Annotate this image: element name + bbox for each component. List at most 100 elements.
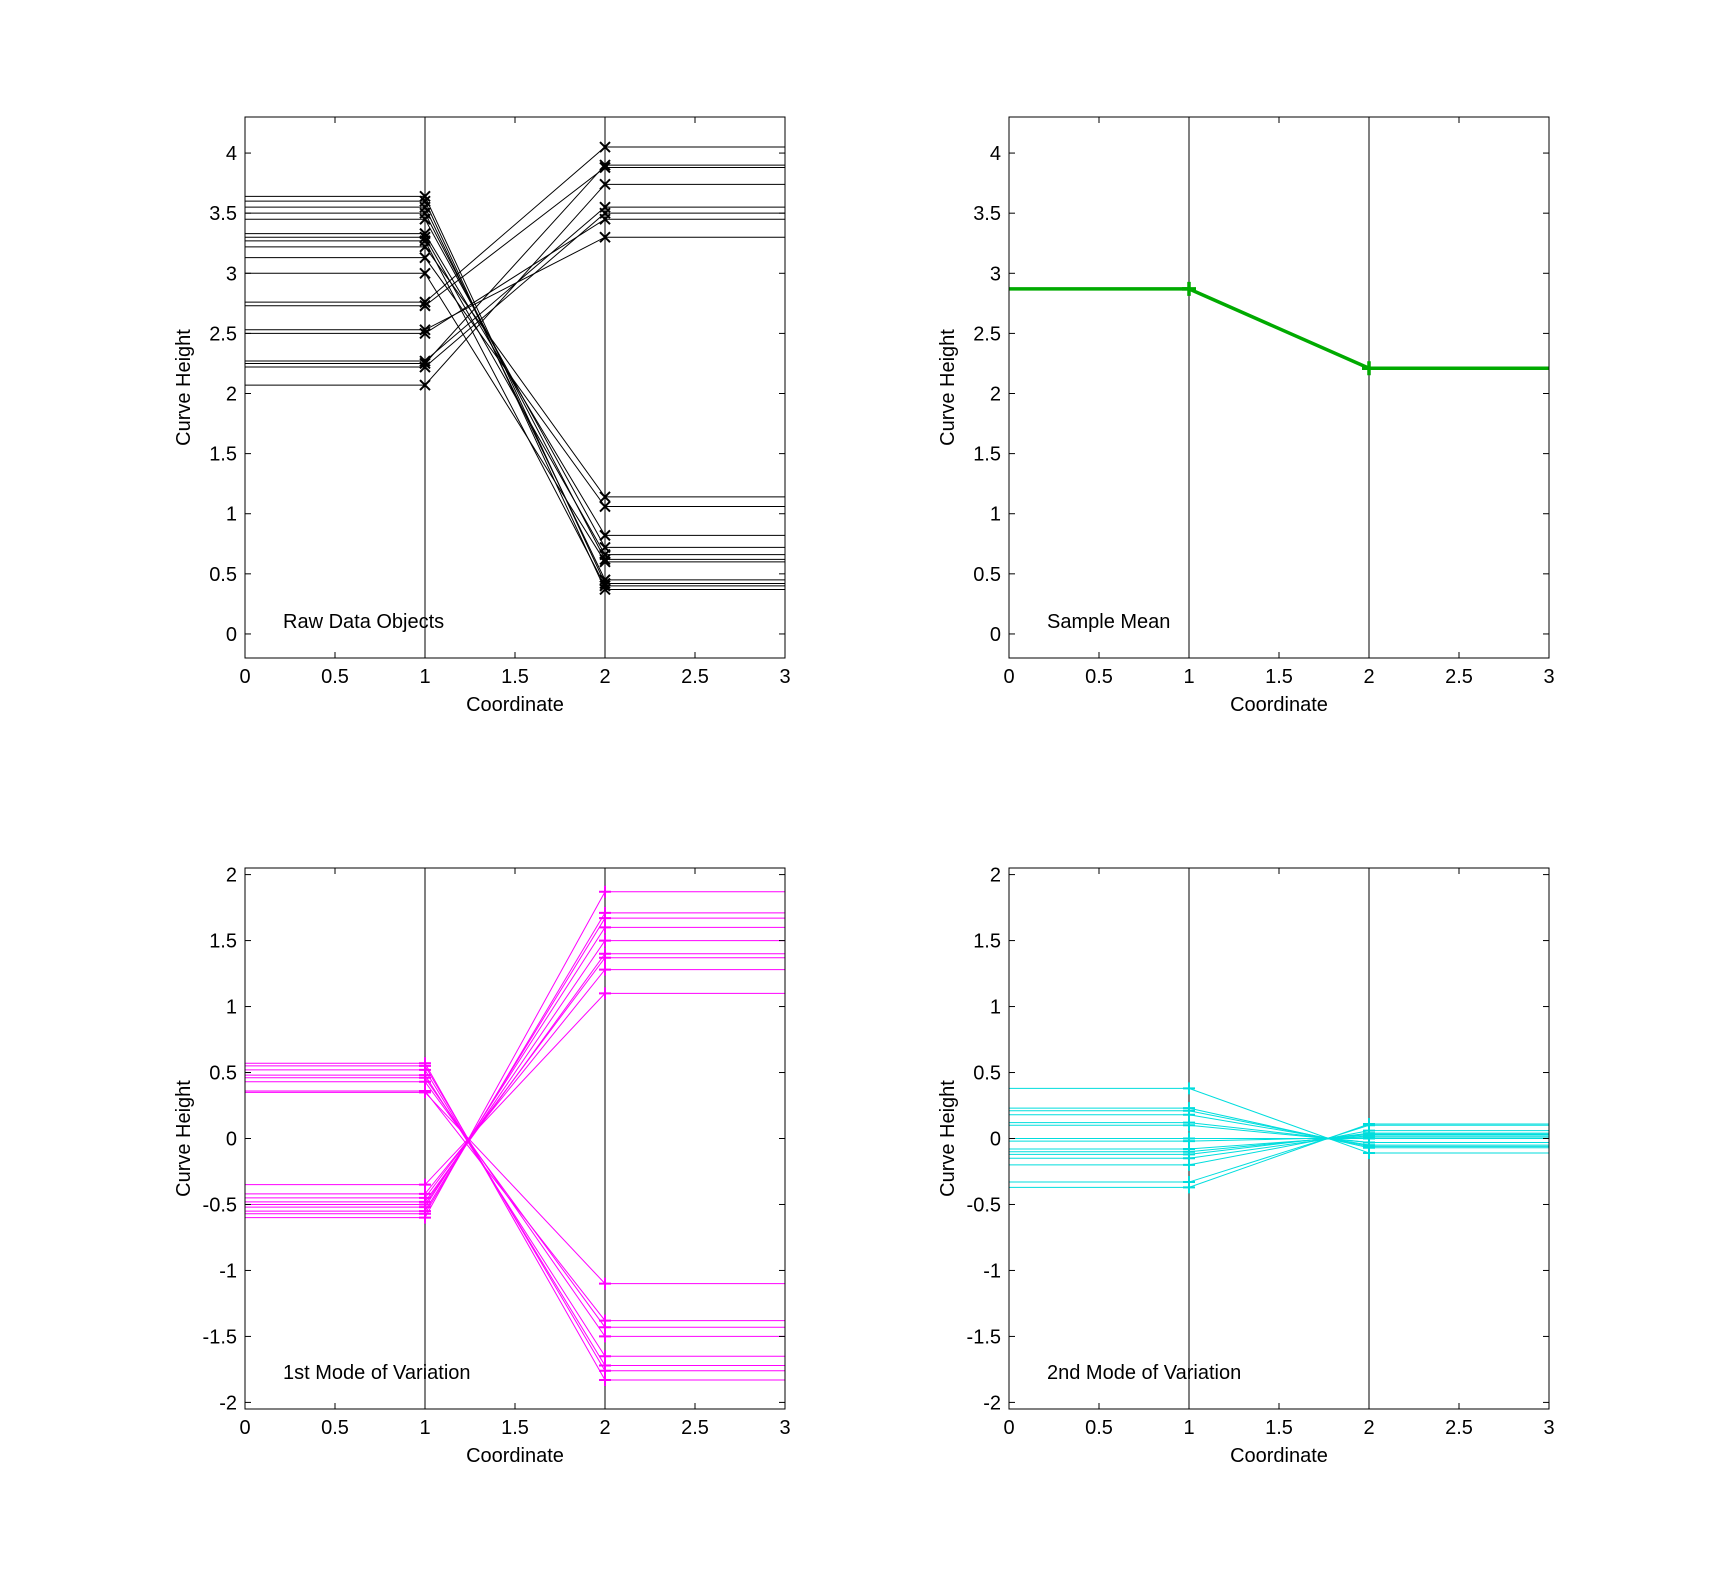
series-line (245, 195, 785, 584)
y-tick-label: 4 (226, 143, 237, 165)
y-tick-label: 0 (990, 624, 1001, 646)
series-line (245, 246, 785, 498)
x-tick-label: 3 (1543, 1417, 1554, 1439)
y-axis-label: Curve Height (173, 329, 195, 446)
x-tick-label: 0.5 (1085, 666, 1113, 688)
series-line (1009, 287, 1549, 371)
x-axis-label: Coordinate (1230, 1445, 1328, 1467)
series-line (245, 218, 785, 334)
data-marker (599, 159, 611, 171)
data-marker (599, 178, 611, 191)
chart-panel: 0 0.5 1 1.5 2 2.5 3 0 0.5 1 1.5 2 2.5 3 3.5 4 Coordinate… (937, 116, 1555, 716)
panel-annotation: 2nd Mode of Variation (1047, 1362, 1241, 1384)
x-tick-label: 0 (239, 1417, 250, 1439)
series-line (245, 212, 785, 368)
y-tick-label: 2 (226, 865, 237, 887)
x-axis-label: Coordinate (466, 694, 564, 716)
data-marker (419, 300, 431, 312)
data-marker (599, 1314, 611, 1327)
series-line (245, 236, 785, 556)
series-line (1009, 1107, 1549, 1149)
series-line (245, 272, 785, 563)
series-line (245, 240, 785, 587)
x-tick-label: 2.5 (1445, 666, 1473, 688)
y-tick-label: 0.5 (973, 1063, 1001, 1085)
panel-annotation: Raw Data Objects (283, 611, 444, 633)
series-line (245, 146, 785, 303)
series-line (245, 233, 785, 536)
y-tick-label: 1 (990, 997, 1001, 1019)
x-tick-label: 1.5 (501, 1417, 529, 1439)
chart-panel: 0 0.5 1 1.5 2 2.5 3 0 0.5 1 1.5 2 2.5 3 3.5 4 Coordinate… (173, 116, 791, 716)
series-line (1009, 1123, 1549, 1188)
x-tick-label: 1 (419, 666, 430, 688)
data-marker (599, 161, 611, 174)
y-tick-label: 2 (226, 384, 237, 406)
series-line (245, 1069, 785, 1366)
x-tick-label: 0.5 (321, 1417, 349, 1439)
y-tick-label: 3.5 (209, 203, 237, 225)
series-line (1009, 1114, 1549, 1146)
series-line (1009, 1132, 1549, 1159)
x-tick-label: 1 (419, 1417, 430, 1439)
x-tick-label: 1.5 (1265, 666, 1293, 688)
y-axis-label: Curve Height (173, 1080, 195, 1197)
data-marker (599, 1350, 611, 1363)
y-tick-label: 1 (226, 504, 237, 526)
y-axis-label: Curve Height (937, 1080, 959, 1197)
data-marker (419, 1086, 431, 1099)
y-tick-label: 1 (990, 504, 1001, 526)
data-marker (599, 556, 611, 568)
series-line (245, 1091, 785, 1285)
data-marker (419, 361, 431, 373)
x-tick-label: 3 (779, 1417, 790, 1439)
data-marker (419, 190, 431, 203)
x-tick-label: 2.5 (681, 1417, 709, 1439)
x-tick-label: 0.5 (321, 666, 349, 688)
data-marker (599, 947, 611, 960)
y-tick-label: 2.5 (209, 323, 237, 345)
y-tick-label: 3.5 (973, 203, 1001, 225)
panel-annotation: 1st Mode of Variation (283, 1362, 471, 1384)
data-marker (1183, 1082, 1195, 1095)
data-marker (599, 1277, 611, 1290)
x-axis-label: Coordinate (1230, 694, 1328, 716)
data-marker (419, 379, 431, 391)
y-tick-label: -2 (983, 1392, 1001, 1414)
series-line (245, 212, 785, 560)
data-marker (599, 529, 611, 542)
y-tick-label: 0.5 (209, 564, 237, 586)
y-tick-label: 0 (226, 624, 237, 646)
data-marker (599, 141, 611, 153)
x-tick-label: 2 (599, 666, 610, 688)
y-tick-label: 0 (226, 1129, 237, 1151)
series-line (245, 917, 785, 1212)
series-line (245, 1077, 785, 1337)
series-line (1009, 1132, 1549, 1155)
series-line (1009, 1087, 1549, 1154)
data-marker (419, 251, 431, 264)
y-tick-label: 1.5 (209, 444, 237, 466)
series-line (245, 206, 785, 581)
panel-annotation: Sample Mean (1047, 611, 1170, 633)
data-marker (419, 241, 431, 253)
series-line (245, 992, 785, 1186)
data-marker (599, 491, 611, 503)
y-tick-label: 2.5 (973, 323, 1001, 345)
series-line (1009, 1135, 1549, 1150)
data-marker (599, 906, 611, 919)
y-tick-label: -1.5 (203, 1326, 237, 1348)
data-marker (1183, 1119, 1195, 1132)
series-line (1009, 1124, 1549, 1183)
series-line (245, 940, 785, 1205)
data-marker (599, 987, 611, 1000)
y-tick-label: 1.5 (973, 444, 1001, 466)
series-line (245, 218, 785, 548)
data-marker (419, 1211, 431, 1224)
axes-box (244, 116, 786, 659)
y-axis-label: Curve Height (937, 329, 959, 446)
series-line (245, 1062, 785, 1381)
x-tick-label: 0 (1003, 1417, 1014, 1439)
x-tick-label: 1 (1183, 1417, 1194, 1439)
